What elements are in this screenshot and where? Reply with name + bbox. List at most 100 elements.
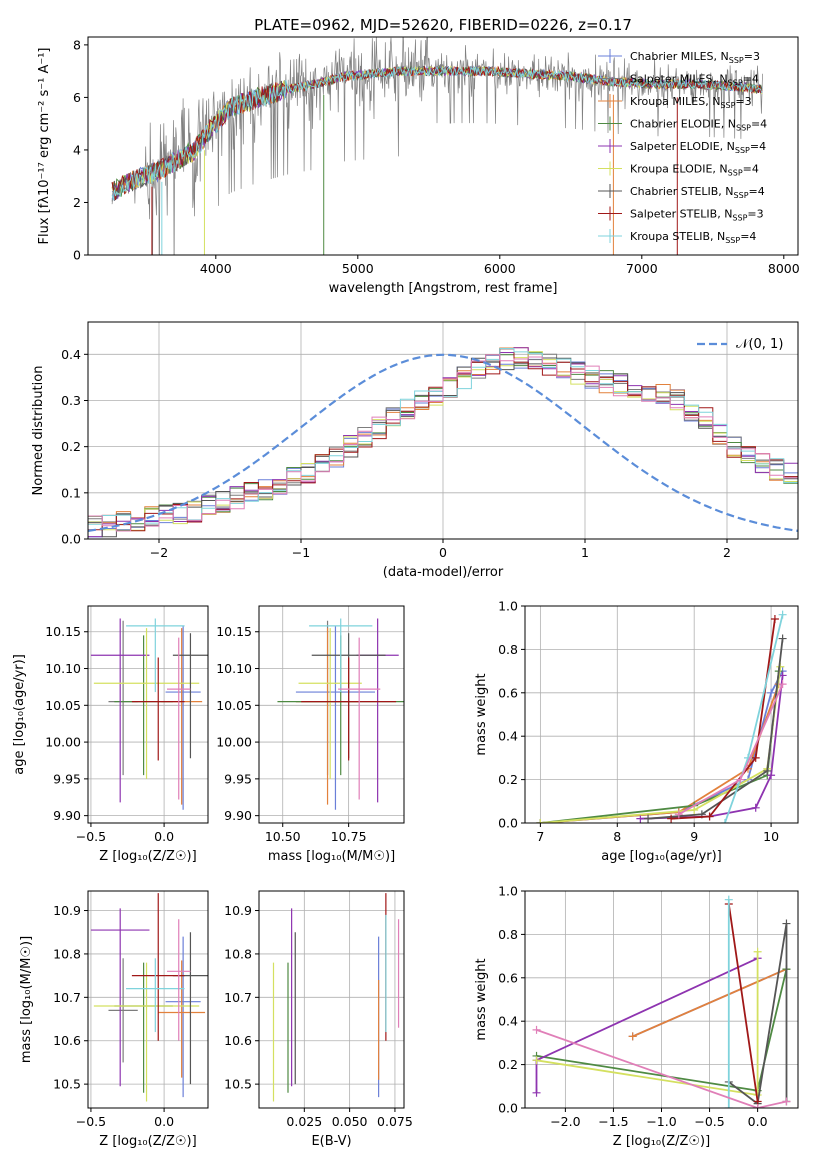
- x-tick-label: −0.5: [76, 1114, 106, 1129]
- y-axis-label: Normed distribution: [31, 366, 46, 496]
- x-tick-label: 0: [439, 545, 447, 560]
- plot-area: [90, 618, 208, 810]
- y-tick-label: 0.8: [498, 642, 518, 657]
- y-tick-label: 10.5: [53, 1077, 81, 1092]
- axes-frame: [87, 605, 209, 824]
- legend-label-sub: SSP: [728, 169, 743, 178]
- x-tick-label: 10: [763, 829, 779, 844]
- plus-marker: [782, 1097, 791, 1106]
- y-tick-label: 0.2: [61, 439, 81, 454]
- panel-mass-vs-Z: −0.5 0.0 10.5 10.6 10.7 10.8 10.9 Z [log₁₀(Z/Z☉…: [19, 890, 209, 1149]
- x-tick-label: −1.5: [598, 1114, 628, 1129]
- histogram-step-line: [88, 347, 798, 538]
- legend-label: Kroupa STELIB, NSSP=4: [630, 230, 756, 245]
- axes-frame: [258, 605, 405, 824]
- y-tick-label: 1.0: [498, 599, 518, 614]
- y-tick-label: 0.0: [61, 532, 81, 547]
- legend-label: Salpeter STELIB, NSSP=3: [630, 208, 764, 223]
- x-tick-label: 0.0: [154, 829, 174, 844]
- legend-label-eq: =4: [751, 118, 767, 131]
- plot-area: [88, 347, 798, 538]
- legend-label: 𝒩(0, 1): [736, 337, 783, 352]
- y-tick-label: 10.6: [224, 1033, 252, 1048]
- legend-label-sub: SSP: [736, 124, 751, 133]
- model-spectrum-line: [111, 66, 763, 201]
- y-tick-label: 10.9: [53, 903, 81, 918]
- y-axis-label: mass [log₁₀(M/M☉)]: [19, 936, 34, 1063]
- legend-label: Chabrier STELIB, NSSP=4: [630, 185, 765, 200]
- mass-weight-line: [632, 968, 787, 1038]
- x-tick-label: 0.050: [332, 1114, 368, 1129]
- legend-label-sub: SSP: [729, 56, 744, 65]
- y-tick-label: 10.7: [224, 990, 252, 1005]
- plot-area: [272, 893, 400, 1102]
- y-tick-label: 0.0: [498, 816, 518, 831]
- legend-label-main: Chabrier MILES, N: [630, 50, 729, 63]
- plot-area: [90, 893, 208, 1102]
- plus-marker: [753, 947, 762, 956]
- plot-area: [277, 618, 404, 810]
- y-tick-label: 9.90: [224, 808, 252, 823]
- y-tick-label: 2: [73, 195, 81, 210]
- x-tick-label: −2.0: [550, 1114, 580, 1129]
- y-tick-label: 0.8: [498, 927, 518, 942]
- mass-weight-line: [727, 903, 759, 1102]
- y-tick-label: 8: [73, 37, 81, 52]
- panel-age-vs-Z: −0.5 0.0 9.90 9.95 10.00 10.05 10.10 10.15 Z [lo…: [12, 605, 209, 864]
- plus-marker: [778, 610, 787, 619]
- x-tick-label: −0.5: [76, 829, 106, 844]
- plot-area: [111, 37, 763, 255]
- legend-label: Kroupa ELODIE, NSSP=4: [630, 163, 759, 178]
- histogram-step-line: [88, 348, 798, 532]
- x-axis-label: (data-model)/error: [383, 565, 504, 580]
- legend-label: Kroupa MILES, NSSP=3: [630, 95, 752, 110]
- y-tick-label: 9.90: [53, 808, 81, 823]
- mass-weight-line: [540, 666, 782, 823]
- y-tick-label: 1.0: [498, 884, 518, 899]
- histogram-step-line: [88, 357, 798, 538]
- y-tick-label: 10.15: [216, 624, 252, 639]
- histogram-step-line: [88, 347, 798, 525]
- legend-label-main: Salpeter MILES, N: [630, 73, 728, 86]
- histogram-step-line: [88, 348, 798, 525]
- mass-weight-line: [647, 638, 784, 820]
- y-axis-label: mass weight: [474, 673, 489, 755]
- mass-weight-line: [536, 1029, 787, 1108]
- plus-marker: [724, 1104, 733, 1108]
- y-tick-label: 10.05: [45, 698, 81, 713]
- x-tick-label: 8000: [768, 261, 800, 276]
- x-tick-label: 10.75: [331, 829, 367, 844]
- y-axis-label: age [log₁₀(age/yr)]: [12, 654, 27, 775]
- plot-area: [536, 610, 787, 823]
- mass-weight-line: [540, 683, 780, 823]
- x-tick-label: 9: [690, 829, 698, 844]
- normal-curve: [88, 353, 798, 532]
- x-tick-label: 7: [536, 829, 544, 844]
- legend-label-sub: SSP: [728, 79, 743, 88]
- legend-label-eq: =3: [744, 50, 760, 63]
- y-tick-label: 0.6: [498, 685, 518, 700]
- plot-area: [532, 895, 791, 1108]
- legend-label-eq: =4: [740, 230, 756, 243]
- y-tick-label: 10.8: [224, 946, 252, 961]
- x-axis-label: wavelength [Angstrom, rest frame]: [329, 281, 558, 296]
- legend-label-sub: SSP: [732, 214, 747, 223]
- x-axis-label: Z [log₁₀(Z/Z☉)]: [99, 1134, 196, 1149]
- panel-mass-weight-vs-age: 7 8 9 10 0.0 0.2 0.4 0.6 0.8 1.0 age [log₁₀(age/yr…: [474, 599, 799, 864]
- plus-marker: [753, 1104, 762, 1108]
- y-tick-label: 0.4: [61, 347, 81, 362]
- panel-mass-vs-EBV: 0.025 0.050 0.075 10.5 10.6 10.7 10.8 10.9 E(B-V…: [224, 890, 413, 1149]
- plus-marker: [751, 803, 760, 812]
- figure-title: PLATE=0962, MJD=52620, FIBERID=0226, z=0…: [254, 16, 632, 34]
- y-tick-label: 4: [73, 142, 81, 157]
- plus-marker: [767, 688, 776, 697]
- legend-label: Chabrier ELODIE, NSSP=4: [630, 118, 767, 133]
- plus-marker: [667, 814, 676, 823]
- mass-weight-line: [540, 671, 780, 823]
- legend-label-eq: =4: [750, 140, 766, 153]
- plus-marker: [532, 1025, 541, 1034]
- plus-marker: [767, 771, 776, 780]
- x-tick-label: 0.0: [748, 1114, 768, 1129]
